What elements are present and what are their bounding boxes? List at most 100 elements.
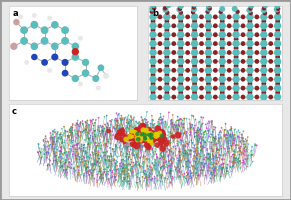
Point [165,145,169,148]
Point [161,115,166,118]
Point [236,129,241,132]
Point [169,181,173,184]
Point [234,15,238,18]
Point [173,137,178,140]
Point [126,180,131,183]
Point [129,119,134,122]
Point [102,127,106,130]
Point [159,136,163,139]
Point [57,164,61,168]
Point [262,15,266,18]
Point [115,164,119,167]
Point [142,132,147,136]
Point [56,131,60,134]
Point [133,134,138,137]
Point [227,69,232,72]
Point [151,42,155,45]
Point [138,146,143,149]
Point [120,128,125,131]
Point [222,158,226,161]
Point [255,33,259,36]
Point [114,119,118,122]
Point [119,136,124,139]
Point [225,166,229,170]
Point [163,147,167,150]
Point [182,152,186,155]
Point [113,119,117,122]
Point [121,127,125,131]
Point [146,129,150,132]
Point [171,51,176,54]
Point [95,144,100,147]
Point [105,155,110,159]
Point [175,163,180,166]
Point [172,123,177,126]
Point [115,124,120,127]
Point [209,157,214,161]
Point [147,149,152,153]
Point [101,171,106,174]
Point [144,175,148,178]
Point [227,95,232,99]
Point [127,174,132,177]
Point [158,15,162,18]
Point [220,91,225,94]
Point [163,133,167,137]
Point [79,173,84,176]
Point [152,164,157,167]
Point [95,128,100,131]
Point [197,160,202,163]
Point [146,131,150,134]
Point [160,137,165,140]
Point [126,162,130,165]
Point [176,128,181,131]
Point [109,160,113,163]
Point [194,171,198,174]
Point [129,128,134,131]
Point [111,159,116,162]
Point [107,160,111,163]
Point [117,112,121,115]
Point [98,161,102,164]
Point [146,143,151,146]
Point [194,152,199,155]
Point [134,133,139,136]
Point [169,119,174,122]
Point [157,118,161,121]
Point [42,153,47,156]
Point [194,149,199,152]
Point [120,147,124,151]
Point [187,153,191,156]
Point [104,132,109,135]
Point [73,77,78,80]
Point [195,168,200,171]
Point [179,132,184,135]
Point [205,152,210,156]
Point [211,157,216,160]
Point [192,55,197,59]
Point [76,173,81,177]
Point [135,132,140,136]
Point [262,12,267,15]
Point [48,143,53,146]
Point [242,153,247,157]
Point [131,117,136,121]
Point [199,137,204,140]
Point [196,152,200,155]
Point [232,156,236,159]
Point [166,154,171,157]
Point [82,138,87,141]
Point [201,135,206,139]
Point [202,163,206,167]
Point [188,123,193,126]
Point [144,118,149,121]
Point [149,1,153,4]
Point [121,143,126,146]
Point [211,154,216,157]
Point [52,146,57,149]
Point [96,129,101,132]
Point [218,137,222,140]
Point [83,150,88,153]
Point [208,136,213,139]
Point [169,173,174,176]
